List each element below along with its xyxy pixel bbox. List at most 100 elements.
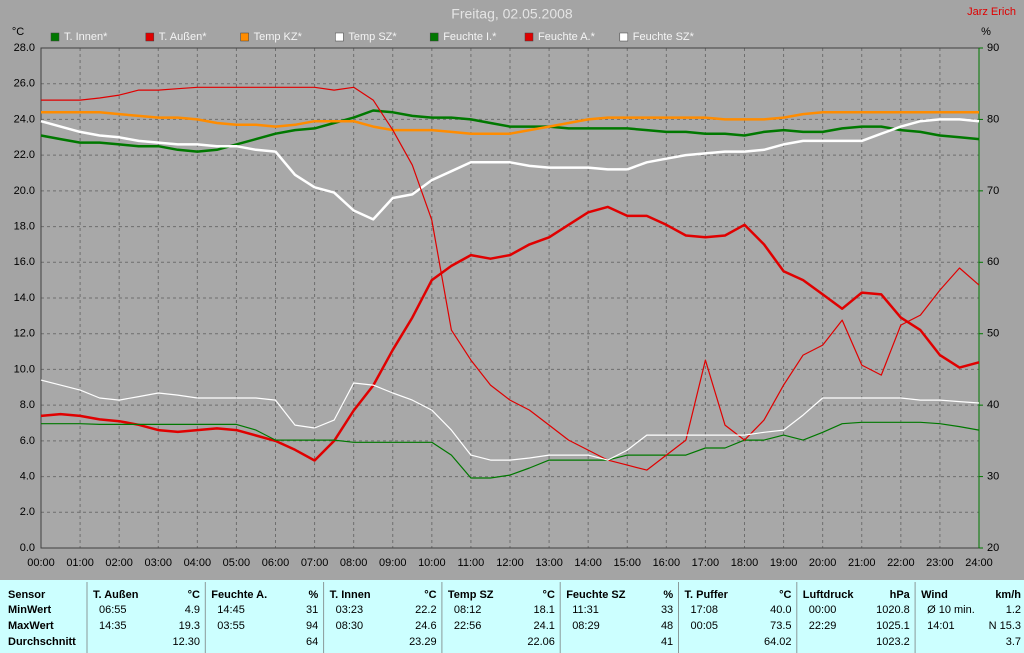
cell-time: 08:29 [572,620,600,632]
y-tick-label: 6.0 [20,435,35,447]
cell-time: 11:31 [572,604,599,616]
cell-value: 48 [661,620,673,632]
y2-tick-label: 50 [987,328,999,340]
cell-value: 22.2 [415,604,436,616]
y-tick-label: 18.0 [14,220,35,232]
y2-tick-label: 40 [987,399,999,411]
column-unit: hPa [890,589,911,601]
cell-value: 3.7 [1006,636,1021,648]
cell-value: 22.06 [527,636,555,648]
x-tick-label: 15:00 [613,557,641,569]
cell-time: 14:35 [99,620,127,632]
y-tick-label: 28.0 [14,42,35,54]
y2-tick-label: 20 [987,542,999,554]
y-tick-label: 4.0 [20,470,35,482]
x-tick-label: 19:00 [770,557,798,569]
column-header: Temp SZ [448,589,494,601]
cell-value: 1025.1 [876,620,910,632]
cell-value: 41 [661,636,673,648]
x-tick-label: 06:00 [262,557,290,569]
cell-value: 73.5 [770,620,791,632]
series-line [41,421,980,479]
y-tick-label: 14.0 [14,292,35,304]
x-tick-label: 16:00 [653,557,681,569]
y-tick-label: 16.0 [14,256,35,268]
x-tick-label: 12:00 [496,557,524,569]
legend-swatch [524,32,534,42]
x-tick-label: 07:00 [301,557,329,569]
legend-label: Feuchte SZ* [633,31,695,43]
x-tick-label: 03:00 [144,557,172,569]
x-tick-label: 20:00 [809,557,837,569]
column-header: Feuchte A. [211,589,267,601]
x-tick-label: 22:00 [887,557,915,569]
y-tick-label: 24.0 [14,113,35,125]
cell-value: 1023.2 [876,636,910,648]
legend-label: T. Innen* [64,31,108,43]
series-line [41,86,980,471]
legend-swatch [335,32,344,42]
x-tick-label: 18:00 [731,557,759,569]
y2-tick-label: 80 [987,113,999,125]
column-unit: % [309,589,319,601]
column-header: Luftdruck [803,589,855,601]
y-axis-label: °C [12,26,24,38]
cell-time: 22:29 [809,620,837,632]
y-tick-label: 20.0 [14,185,35,197]
cell-value: 23.29 [409,636,437,648]
y-tick-label: 22.0 [14,149,35,161]
row-label: Durchschnitt [8,636,76,648]
cell-value: 24.1 [533,620,554,632]
legend-swatch [50,32,60,42]
x-tick-label: 23:00 [926,557,954,569]
x-tick-label: 08:00 [340,557,368,569]
x-tick-label: 00:00 [27,557,55,569]
cell-value: 4.9 [185,604,200,616]
cell-time: 17:08 [691,604,719,616]
cell-time: 00:00 [809,604,837,616]
cell-value: 18.1 [533,604,554,616]
series-line [41,111,979,135]
y-tick-label: 2.0 [20,506,35,518]
x-tick-label: 14:00 [574,557,602,569]
cell-time: 08:30 [336,620,364,632]
x-tick-label: 04:00 [184,557,212,569]
cell-time: 03:23 [336,604,364,616]
cell-time: 03:55 [217,620,245,632]
column-unit: °C [543,589,555,601]
legend-label: Feuchte I.* [443,31,497,43]
row-label: MinWert [8,604,52,616]
y-tick-label: 0.0 [20,542,35,554]
y2-tick-label: 70 [987,185,999,197]
series-line [40,109,980,153]
x-tick-label: 21:00 [848,557,876,569]
table-corner: Sensor [8,589,46,601]
legend-swatch [240,32,249,42]
column-header: T. Außen [93,589,139,601]
cell-value: 64.02 [764,636,792,648]
series-line [40,379,980,461]
x-tick-label: 13:00 [535,557,563,569]
x-tick-label: 02:00 [105,557,133,569]
annotation: Jarz Erich [967,6,1016,18]
cell-time: 14:01 [927,620,955,632]
cell-value: 94 [306,620,318,632]
y2-axis-label: % [981,26,991,38]
y2-tick-label: 60 [987,256,999,268]
series-line [40,205,980,462]
x-tick-label: 17:00 [692,557,720,569]
legend-swatch [145,32,155,42]
cell-value: 31 [306,604,318,616]
column-header: T. Puffer [685,589,729,601]
cell-value: N 15.3 [989,620,1021,632]
table-background [0,580,1024,653]
y-tick-label: 10.0 [14,363,35,375]
legend-swatch [429,32,439,42]
legend-label: Temp KZ* [254,31,303,43]
cell-time: Ø 10 min. [927,604,975,616]
x-tick-label: 11:00 [458,557,485,569]
cell-value: 64 [306,636,318,648]
x-tick-label: 09:00 [379,557,407,569]
y2-tick-label: 90 [987,42,999,54]
